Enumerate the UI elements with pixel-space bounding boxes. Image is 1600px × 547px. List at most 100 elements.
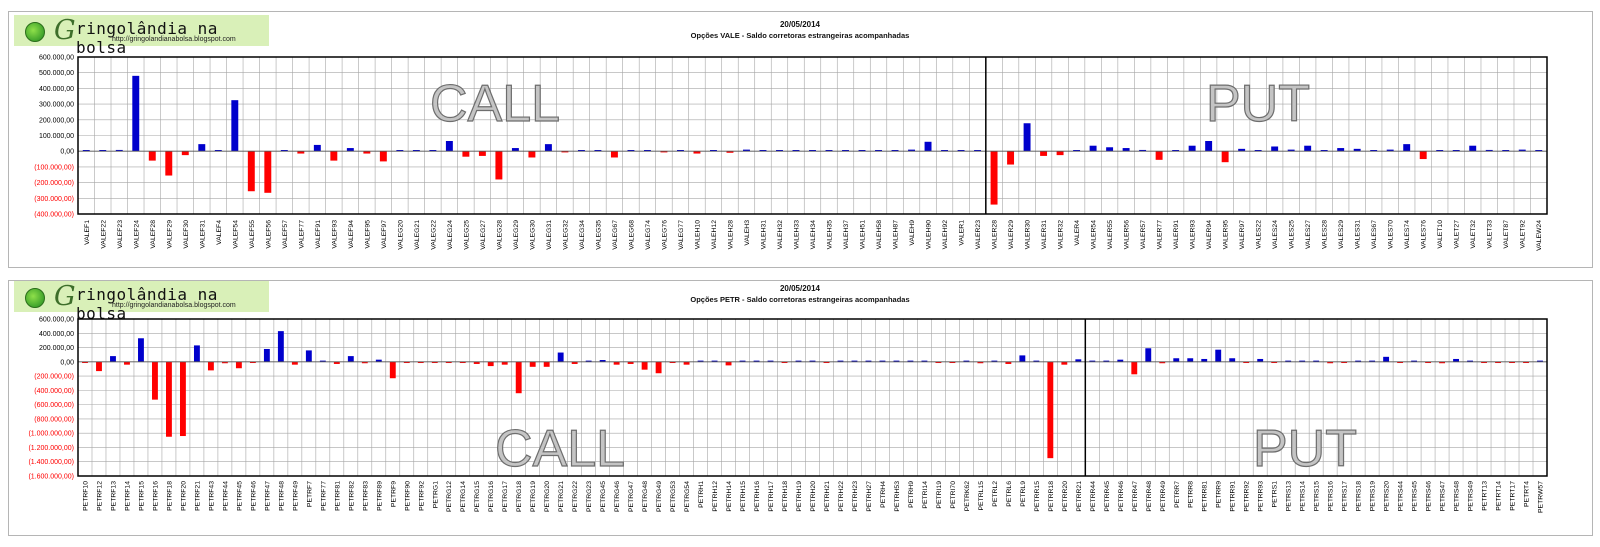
bar <box>193 345 200 362</box>
y-tick-label: 600.000,00 <box>39 317 74 324</box>
x-tick-label: VALEG31 <box>546 220 553 250</box>
bar <box>693 151 701 154</box>
x-tick-label: PETRG16 <box>488 481 495 512</box>
blog-logo: G ringolândia na bolsa http://gringoland… <box>14 15 269 57</box>
bar <box>974 150 982 152</box>
x-tick-label: VALER91 <box>1173 220 1180 250</box>
bar <box>1106 147 1114 152</box>
x-tick-label: PETRF15 <box>138 481 145 511</box>
x-tick-label: PETRF83 <box>362 481 369 511</box>
blog-url[interactable]: http://gringolandianabolsa.blogspot.com <box>112 302 236 309</box>
bar <box>1073 150 1081 152</box>
x-tick-label: PETRR8 <box>1188 481 1195 508</box>
bar <box>660 151 668 153</box>
x-tick-label: VALET10 <box>1437 220 1444 249</box>
blog-url[interactable]: http://gringolandianabolsa.blogspot.com <box>112 36 236 43</box>
x-tick-label: PETRG14 <box>460 481 467 512</box>
x-tick-label: PETRT17 <box>1510 481 1517 511</box>
x-tick-label: PETRR46 <box>1118 481 1125 512</box>
x-tick-label: VALER4 <box>1074 220 1081 246</box>
x-tick-label: PETRI19 <box>936 481 943 509</box>
x-tick-label: VALES28 <box>1322 220 1329 249</box>
x-tick-label: PETRR92 <box>1244 481 1251 512</box>
bar <box>166 361 172 437</box>
chart-panel-petr <box>8 280 1593 536</box>
bar <box>1117 359 1124 362</box>
bar <box>379 151 387 162</box>
bar <box>1159 361 1166 364</box>
x-tick-label: VALET32 <box>1470 220 1477 249</box>
x-tick-label: PETRW57 <box>1538 481 1545 513</box>
x-tick-label: PETRG54 <box>684 481 691 512</box>
bar <box>389 361 396 379</box>
bar <box>851 360 858 362</box>
x-tick-label: PETRS1 <box>1272 481 1279 508</box>
bar <box>641 361 648 370</box>
bar <box>347 356 354 362</box>
bar <box>1304 145 1312 152</box>
x-tick-label: PETRS44 <box>1398 481 1405 511</box>
bar <box>907 360 914 362</box>
bar <box>1173 358 1180 362</box>
y-tick-label: (1.400.000,00) <box>28 459 74 466</box>
bar <box>725 361 732 366</box>
put-annotation: PUT <box>1206 75 1310 133</box>
bar <box>214 150 222 152</box>
x-tick-label: VALES27 <box>1305 220 1312 249</box>
bar <box>643 150 651 152</box>
bar <box>1285 360 1292 362</box>
bar <box>1075 359 1082 362</box>
x-tick-label: PETRH17 <box>768 481 775 512</box>
bar <box>655 361 662 374</box>
x-tick-label: VALER29 <box>1008 220 1015 250</box>
bar <box>726 151 734 153</box>
globe-icon <box>25 288 45 308</box>
x-tick-label: VALEF1 <box>84 220 91 245</box>
bar <box>543 361 550 367</box>
x-tick-label: PETRL15 <box>978 481 985 511</box>
x-tick-label: VALET87 <box>1503 220 1510 249</box>
x-tick-label: PETRR91 <box>1230 481 1237 512</box>
x-tick-label: VALEF30 <box>183 220 190 249</box>
bar <box>511 148 519 152</box>
bar <box>1453 358 1459 362</box>
bar <box>1383 356 1390 362</box>
x-tick-label: PETRG46 <box>614 481 621 512</box>
x-tick-label: VALEG22 <box>430 220 437 250</box>
bar <box>1355 360 1362 362</box>
x-tick-label: VALEG74 <box>645 220 652 250</box>
bar <box>1535 150 1543 152</box>
bar <box>280 150 288 152</box>
bar <box>445 140 453 152</box>
bar <box>842 150 849 152</box>
bar <box>396 150 404 152</box>
bar <box>577 150 585 152</box>
x-tick-label: VALEG21 <box>414 220 421 250</box>
bar <box>179 361 186 437</box>
bar <box>767 360 774 362</box>
bar <box>991 360 998 362</box>
x-tick-label: PETRF77 <box>320 481 327 511</box>
bar <box>759 150 767 152</box>
x-tick-label: VALER97 <box>1239 220 1246 250</box>
x-tick-label: VALER23 <box>975 220 982 250</box>
x-tick-label: PETRH16 <box>754 481 761 512</box>
x-tick-label: VALEF28 <box>150 220 157 249</box>
x-tick-label: PETRH15 <box>740 481 747 512</box>
x-tick-label: PETRF7 <box>306 481 313 507</box>
x-tick-label: PETRH12 <box>712 481 719 512</box>
bar <box>1369 360 1376 362</box>
x-tick-label: PETRF10 <box>82 481 89 511</box>
bar <box>809 150 816 152</box>
x-tick-label: VALEF54 <box>232 220 239 249</box>
bar <box>462 151 470 157</box>
bar <box>941 150 949 152</box>
y-tick-label: (1.600.000,00) <box>28 474 74 481</box>
x-tick-label: VALEF31 <box>199 220 206 249</box>
x-tick-label: PETRH4 <box>880 481 887 508</box>
y-tick-label: 200.000,00 <box>39 117 74 124</box>
x-tick-label: VALEF77 <box>298 220 305 249</box>
x-tick-label: VALEG67 <box>612 220 619 250</box>
bar <box>1061 361 1068 365</box>
